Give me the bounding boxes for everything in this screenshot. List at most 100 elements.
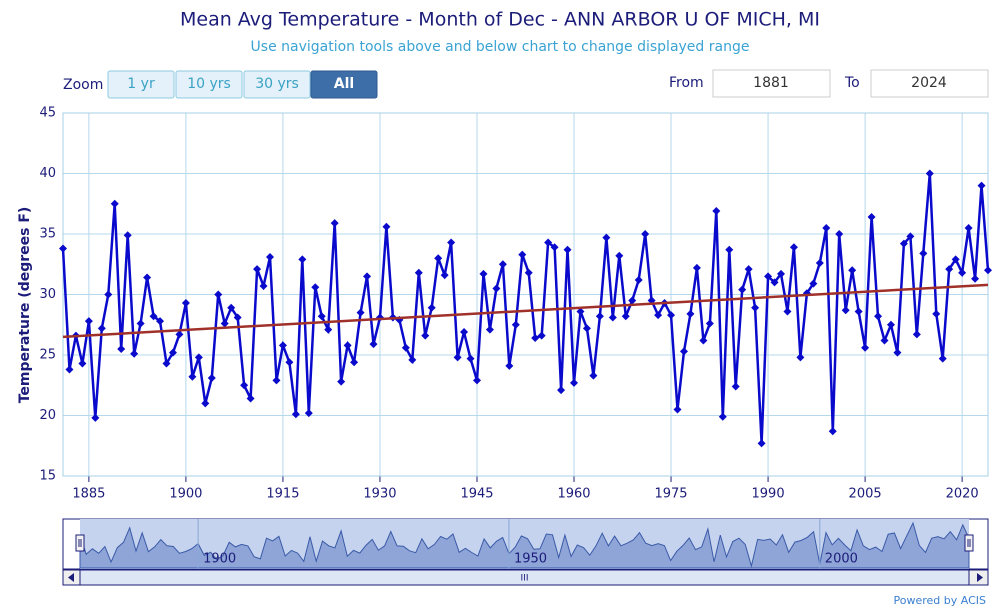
data-point [634, 275, 643, 284]
navigator-tick-label: 2000 [825, 552, 858, 567]
data-point [777, 269, 786, 278]
from-label: From [669, 75, 704, 91]
data-point [156, 317, 165, 326]
data-point [705, 319, 714, 328]
y-tick-label: 25 [39, 348, 56, 363]
data-point [253, 265, 262, 274]
data-point [518, 250, 527, 259]
x-tick-label: 1990 [752, 487, 785, 502]
y-tick-label: 15 [39, 469, 56, 484]
data-point [505, 361, 514, 370]
data-point [188, 372, 197, 381]
data-point [789, 243, 798, 252]
data-point [608, 313, 617, 322]
data-point [272, 376, 281, 385]
data-point [867, 213, 876, 222]
data-point [453, 353, 462, 362]
data-point [356, 308, 365, 317]
data-point [874, 312, 883, 321]
data-point [78, 359, 87, 368]
data-point [492, 284, 501, 293]
data-point [783, 307, 792, 316]
x-tick-label: 1945 [460, 487, 493, 502]
y-axis-label: Temperature (degrees F) [17, 207, 33, 404]
zoom-button-label: 10 yrs [187, 76, 231, 92]
data-point [414, 268, 423, 277]
data-point [984, 266, 992, 275]
to-label: To [844, 75, 860, 91]
navigator-handle[interactable] [964, 534, 974, 552]
chart-title: Mean Avg Temperature - Month of Dec - AN… [180, 9, 820, 31]
data-point [796, 353, 805, 362]
scrollbar-thumb[interactable] [79, 569, 970, 586]
data-point [110, 199, 119, 208]
data-point [304, 409, 313, 418]
data-point [434, 254, 443, 263]
data-point [317, 312, 326, 321]
data-point [447, 238, 456, 247]
zoom-label: Zoom [63, 77, 103, 93]
y-tick-label: 40 [39, 166, 56, 181]
data-point [59, 244, 67, 253]
data-point [822, 223, 831, 232]
scroll-grip: III [521, 574, 529, 584]
x-tick-label: 1900 [169, 487, 202, 502]
data-point [524, 268, 533, 277]
data-point [951, 255, 960, 264]
navigator-tick-label: 1900 [203, 552, 236, 567]
data-point [104, 290, 113, 299]
y-tick-label: 35 [39, 227, 56, 242]
data-point [841, 306, 850, 315]
y-tick-label: 45 [39, 106, 56, 121]
data-point [207, 373, 216, 382]
scroll-left-arrow[interactable] [68, 573, 74, 582]
data-point [369, 340, 378, 349]
data-point [123, 231, 132, 240]
data-point [343, 341, 352, 350]
data-point [641, 230, 650, 238]
data-point [485, 325, 494, 334]
data-point [421, 331, 430, 340]
data-point [718, 412, 727, 421]
data-point [886, 320, 895, 329]
zoom-button[interactable] [175, 70, 243, 99]
data-point [809, 279, 818, 288]
zoom-button[interactable] [107, 70, 175, 99]
zoom-button[interactable] [310, 70, 378, 99]
y-tick-label: 30 [39, 287, 56, 302]
data-point [964, 223, 973, 232]
data-point [168, 348, 177, 357]
data-point [291, 410, 300, 419]
navigator-tick-label: 1950 [514, 552, 547, 567]
from-input[interactable] [712, 69, 831, 98]
navigator-handle[interactable] [75, 534, 85, 552]
data-point [537, 331, 546, 340]
data-point [175, 330, 184, 339]
data-point [181, 298, 190, 307]
data-point [214, 290, 223, 299]
data-point [136, 319, 145, 328]
data-point [511, 320, 520, 329]
to-value: 2024 [911, 75, 947, 91]
data-point [479, 269, 488, 278]
data-point [906, 232, 915, 241]
data-point [938, 354, 947, 363]
data-point [880, 336, 889, 345]
scroll-right-arrow[interactable] [977, 573, 983, 582]
data-point [835, 230, 844, 238]
data-point [673, 405, 682, 414]
data-point [544, 238, 553, 247]
to-input[interactable] [870, 69, 989, 98]
data-point [408, 355, 417, 364]
data-point [861, 343, 870, 352]
plot-border [62, 112, 989, 477]
data-point [764, 272, 773, 281]
data-point [91, 413, 100, 422]
data-point [240, 381, 249, 390]
data-point [65, 365, 74, 374]
data-point [382, 222, 391, 231]
zoom-button[interactable] [243, 70, 311, 99]
data-point [194, 353, 203, 362]
data-point [958, 268, 967, 277]
data-point [311, 283, 320, 292]
